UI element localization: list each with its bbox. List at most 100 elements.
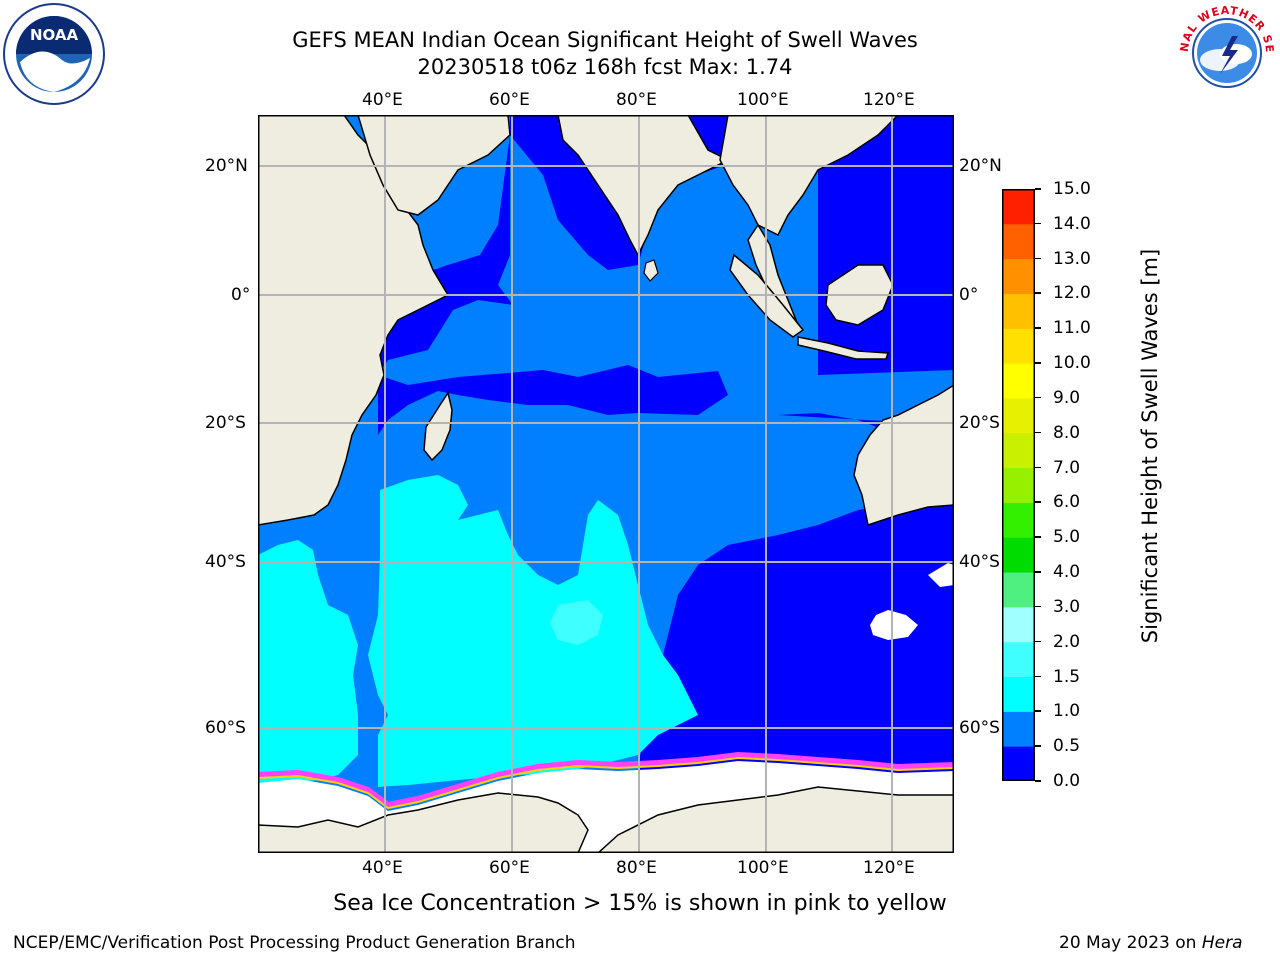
data-gap [870, 610, 918, 640]
colorbar-tick [1035, 780, 1041, 782]
lon-tick-top: 40°E [362, 90, 403, 110]
java-land [797, 336, 890, 360]
lat-tick-right: 20°N [959, 156, 1002, 176]
colorbar-segment [1002, 223, 1035, 260]
data-gap [928, 563, 954, 587]
lon-tick-top: 60°E [489, 90, 530, 110]
colorbar [1002, 189, 1035, 782]
colorbar-segment [1002, 363, 1035, 399]
colorbar-tick-label: 9.0 [1053, 387, 1081, 408]
colorbar-segment [1002, 746, 1035, 782]
lon-tick-bottom: 60°E [489, 858, 530, 878]
colorbar-segment [1002, 258, 1035, 294]
colorbar-tick-label: 3.0 [1053, 596, 1081, 617]
lat-tick-right: 60°S [959, 718, 1000, 738]
colorbar-tick-label: 12.0 [1053, 283, 1091, 304]
lon-tick-top: 100°E [737, 90, 789, 110]
colorbar-tick [1035, 362, 1041, 364]
colorbar-tick-label: 4.0 [1053, 562, 1081, 583]
noaa-logo: NOAA [2, 2, 106, 106]
colorbar-segment [1002, 572, 1035, 608]
colorbar-segment [1002, 711, 1035, 747]
colorbar-tick-label: 6.0 [1053, 492, 1081, 513]
madagascar-land [423, 391, 453, 462]
noaa-logo-text: NOAA [30, 26, 79, 44]
run-host: Hera [1201, 933, 1243, 953]
colorbar-tick [1035, 257, 1041, 260]
colorbar-segment [1002, 328, 1035, 364]
colorbar-tick [1035, 675, 1041, 678]
lon-tick-top: 120°E [863, 90, 915, 110]
lat-tick-left: 20°N [205, 156, 248, 176]
colorbar-tick [1035, 188, 1041, 190]
nws-logo: NATIONAL WEATHER SERVICE [1171, 0, 1278, 104]
lat-tick-right: 20°S [959, 413, 1000, 433]
colorbar-segment [1002, 537, 1035, 573]
colorbar-segment [1002, 189, 1035, 225]
colorbar-segment [1002, 467, 1035, 503]
swell-zone-low [378, 365, 728, 435]
colorbar-segment [1002, 676, 1035, 712]
colorbar-tick-label: 13.0 [1053, 248, 1091, 269]
run-date: 20 May 2023 on Hera [1059, 933, 1243, 953]
colorbar-tick [1035, 501, 1041, 503]
colorbar-label: Significant Height of Swell Waves [m] [1138, 248, 1162, 644]
colorbar-tick [1035, 222, 1041, 225]
colorbar-tick [1035, 710, 1041, 712]
sri-lanka-land [643, 259, 659, 282]
colorbar-tick-label: 11.0 [1053, 318, 1091, 339]
colorbar-tick-label: 7.0 [1053, 457, 1081, 478]
swell-zone-mid [368, 475, 698, 787]
colorbar-tick-label: 0.0 [1053, 771, 1081, 791]
colorbar-tick-label: 1.5 [1053, 666, 1081, 687]
sea-ice-note: Sea Ice Concentration > 15% is shown in … [333, 891, 947, 916]
lon-tick-bottom: 100°E [737, 858, 789, 878]
colorbar-frame [1002, 189, 1035, 781]
colorbar-tick [1035, 466, 1041, 469]
swell-zone-mid [258, 540, 358, 785]
swell-zone-low [378, 135, 513, 375]
map-gridlines [258, 115, 954, 853]
lon-tick-bottom: 40°E [362, 858, 403, 878]
colorbar-tick-label: 15.0 [1053, 179, 1091, 199]
colorbar-tick [1035, 327, 1041, 329]
colorbar-segment [1002, 432, 1035, 469]
colorbar-tick [1035, 292, 1041, 294]
colorbar-segment [1002, 502, 1035, 538]
colorbar-tick-label: 5.0 [1053, 527, 1081, 548]
lon-tick-bottom: 120°E [863, 858, 915, 878]
colorbar-tick [1035, 536, 1041, 538]
swell-height-map [257, 114, 955, 854]
map-frame [257, 114, 955, 854]
lat-tick-left: 0° [231, 285, 251, 305]
sea-ice-edge-yellow [258, 756, 954, 810]
colorbar-tick [1035, 605, 1041, 608]
antarctica-land [258, 792, 589, 853]
colorbar-tick-label: 14.0 [1053, 213, 1091, 234]
colorbar-segment [1002, 641, 1035, 678]
lat-tick-left: 20°S [205, 413, 246, 433]
colorbar-tick-label: 0.5 [1053, 736, 1081, 757]
colorbar-tick-label: 8.0 [1053, 422, 1081, 443]
lon-tick-top: 80°E [616, 90, 657, 110]
colorbar-segment [1002, 293, 1035, 329]
lat-tick-left: 40°S [205, 552, 246, 572]
chart-subtitle: 20230518 t06z 168h fcst Max: 1.74 [417, 55, 793, 79]
sea-ice-edge [258, 751, 954, 809]
chart-title: GEFS MEAN Indian Ocean Significant Heigh… [292, 28, 918, 52]
lat-tick-right: 40°S [959, 552, 1000, 572]
producer-credit: NCEP/EMC/Verification Post Processing Pr… [13, 933, 576, 953]
swell-zone-mid-high [550, 600, 603, 645]
colorbar-tick [1035, 571, 1041, 573]
colorbar-tick [1035, 396, 1041, 399]
colorbar-tick [1035, 431, 1041, 434]
colorbar-segment [1002, 397, 1035, 434]
australia-land [853, 384, 954, 526]
southeast-asia-land [719, 115, 900, 237]
run-date-text: 20 May 2023 on [1059, 933, 1202, 953]
colorbar-tick-label: 1.0 [1053, 701, 1081, 722]
lon-tick-bottom: 80°E [616, 858, 657, 878]
colorbar-tick [1035, 745, 1041, 747]
lat-tick-right: 0° [959, 285, 979, 305]
antarctica-land [596, 786, 954, 853]
